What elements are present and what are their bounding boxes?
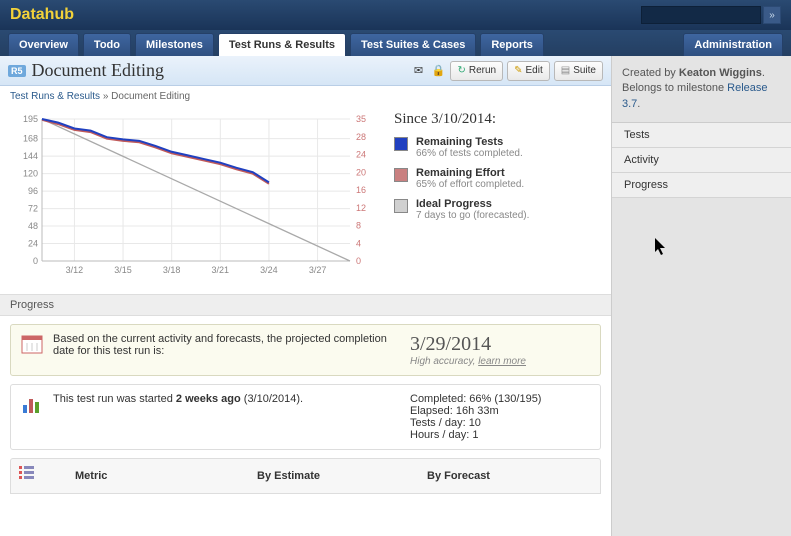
svg-text:24: 24 [28, 239, 38, 249]
svg-text:20: 20 [356, 167, 366, 177]
svg-text:96: 96 [28, 186, 38, 196]
run-badge: R5 [8, 65, 26, 77]
svg-text:12: 12 [356, 203, 366, 213]
svg-text:35: 35 [356, 114, 366, 124]
author-name: Keaton Wiggins [679, 67, 762, 79]
breadcrumb-leaf: Document Editing [111, 91, 190, 102]
started-stats: Completed: 66% (130/195) Elapsed: 16h 33… [410, 393, 590, 441]
svg-text:8: 8 [356, 221, 361, 231]
tab-admin[interactable]: Administration [683, 33, 783, 56]
svg-text:72: 72 [28, 204, 38, 214]
svg-text:3/27: 3/27 [309, 265, 327, 275]
legend-item: Remaining Tests66% of tests completed. [394, 136, 601, 159]
title-bar: R5 Document Editing ✉ 🔒 ↻Rerun ✎Edit ▤Su… [0, 56, 611, 86]
svg-text:3/24: 3/24 [260, 265, 278, 275]
tab-suites[interactable]: Test Suites & Cases [350, 33, 476, 56]
learn-more-link[interactable]: learn more [478, 356, 526, 367]
barchart-icon [21, 393, 43, 415]
legend-item: Remaining Effort65% of effort completed. [394, 167, 601, 190]
svg-text:3/18: 3/18 [163, 265, 181, 275]
main-content: R5 Document Editing ✉ 🔒 ↻Rerun ✎Edit ▤Su… [0, 56, 611, 536]
tab-todo[interactable]: Todo [83, 33, 131, 56]
search-area: » [641, 6, 781, 24]
rerun-button[interactable]: ↻Rerun [450, 61, 503, 81]
svg-text:195: 195 [23, 114, 38, 124]
legend-since: Since 3/10/2014: [394, 111, 601, 128]
legend-sub: 65% of effort completed. [416, 179, 524, 190]
svg-text:16: 16 [356, 185, 366, 195]
nav-tabs: Overview Todo Milestones Test Runs & Res… [0, 30, 791, 56]
started-text: This test run was started 2 weeks ago (3… [53, 393, 400, 405]
tab-milestones[interactable]: Milestones [135, 33, 214, 56]
calendar-icon [21, 333, 43, 355]
list-icon [19, 465, 37, 487]
sidebar-info: Created by Keaton Wiggins. Belongs to mi… [612, 56, 791, 123]
tab-testruns[interactable]: Test Runs & Results [218, 33, 346, 56]
mail-icon[interactable]: ✉ [410, 63, 426, 79]
legend-swatch [394, 199, 408, 213]
svg-text:24: 24 [356, 150, 366, 160]
legend-item: Ideal Progress7 days to go (forecasted). [394, 198, 601, 221]
edit-label: Edit [526, 65, 543, 76]
lock-icon[interactable]: 🔒 [430, 63, 446, 79]
suite-label: Suite [573, 65, 596, 76]
search-go-button[interactable]: » [763, 6, 781, 24]
rerun-label: Rerun [469, 65, 496, 76]
burndown-chart: 195 168 144 120 96 72 48 24 0 35 28 24 20 16 12 8 4 0 3/12… [10, 111, 380, 284]
legend-title: Remaining Effort [416, 167, 524, 179]
sidebar-item-activity[interactable]: Activity [612, 148, 791, 173]
svg-text:0: 0 [33, 256, 38, 266]
forecast-box: Based on the current activity and foreca… [10, 324, 601, 376]
svg-text:3/21: 3/21 [212, 265, 230, 275]
svg-text:120: 120 [23, 169, 38, 179]
legend-title: Remaining Tests [416, 136, 523, 148]
legend-sub: 7 days to go (forecasted). [416, 210, 529, 221]
edit-button[interactable]: ✎Edit [507, 61, 550, 81]
legend-sub: 66% of tests completed. [416, 148, 523, 159]
svg-text:28: 28 [356, 132, 366, 142]
svg-text:4: 4 [356, 238, 361, 248]
svg-text:3/12: 3/12 [66, 265, 84, 275]
legend-title: Ideal Progress [416, 198, 529, 210]
svg-text:0: 0 [356, 256, 361, 266]
legend-swatch [394, 137, 408, 151]
metric-table-head: Metric By Estimate By Forecast [10, 458, 601, 494]
brand-logo[interactable]: Datahub [10, 6, 74, 24]
sidebar-item-tests[interactable]: Tests [612, 123, 791, 148]
title-actions: ✉ 🔒 ↻Rerun ✎Edit ▤Suite [410, 61, 603, 81]
legend-swatch [394, 168, 408, 182]
tab-overview[interactable]: Overview [8, 33, 79, 56]
sidebar: Created by Keaton Wiggins. Belongs to mi… [611, 56, 791, 536]
breadcrumb-root[interactable]: Test Runs & Results [10, 91, 100, 102]
forecast-date: 3/29/2014 [410, 333, 590, 356]
suite-button[interactable]: ▤Suite [554, 61, 603, 81]
chart-legend: Since 3/10/2014: Remaining Tests66% of t… [394, 111, 601, 284]
svg-text:168: 168 [23, 134, 38, 144]
topbar: Datahub » [0, 0, 791, 30]
svg-text:144: 144 [23, 151, 38, 161]
tab-reports[interactable]: Reports [480, 33, 544, 56]
progress-section-head: Progress [0, 294, 611, 316]
page-title: Document Editing [32, 60, 405, 81]
sidebar-item-progress[interactable]: Progress [612, 173, 791, 198]
search-input[interactable] [641, 6, 761, 24]
forecast-text: Based on the current activity and foreca… [53, 333, 400, 357]
svg-text:48: 48 [28, 221, 38, 231]
svg-text:3/15: 3/15 [114, 265, 132, 275]
breadcrumb: Test Runs & Results » Document Editing [0, 86, 611, 107]
started-box: This test run was started 2 weeks ago (3… [10, 384, 601, 450]
